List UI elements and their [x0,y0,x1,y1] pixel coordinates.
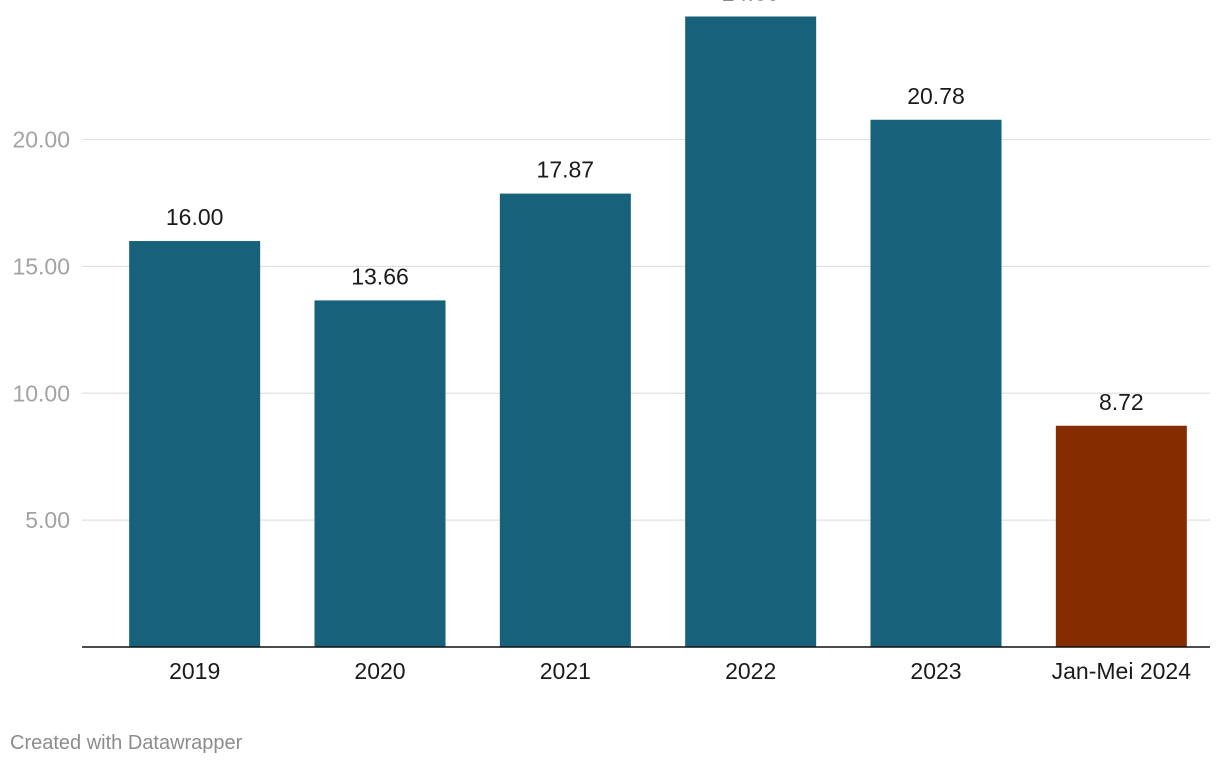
x-tick-label: 2020 [354,658,405,684]
value-label: 16.00 [166,204,224,230]
bar-2020[interactable] [314,300,446,647]
x-tick-label: 2022 [725,658,776,684]
bar-2019[interactable] [129,241,261,647]
bars [129,16,1187,648]
value-label: 24.85 [722,0,780,5]
bar-2022[interactable] [685,16,817,647]
y-tick-label: 20.00 [12,127,70,153]
y-axis-ticks: 5.00 10.00 15.00 20.00 [12,127,70,534]
bar-jan-mei-2024[interactable] [1055,425,1187,647]
datawrapper-credit[interactable]: Created with Datawrapper [10,732,243,754]
x-tick-label: 2023 [910,658,961,684]
value-labels: 16.00 13.66 17.87 24.85 20.78 8.72 [166,0,1144,415]
x-axis-ticks: 2019 2020 2021 2022 2023 Jan-Mei 2024 [169,658,1191,684]
value-label: 17.87 [537,157,595,183]
y-tick-label: 5.00 [25,507,70,533]
x-tick-label: Jan-Mei 2024 [1052,658,1192,684]
y-tick-label: 10.00 [12,380,70,406]
value-label: 8.72 [1099,389,1144,415]
x-tick-label: 2021 [540,658,591,684]
chart-area: 5.00 10.00 15.00 20.00 16.00 13.66 17.87 24.85… [12,0,1210,684]
bar-2021[interactable] [499,193,631,648]
bar-2023[interactable] [870,119,1002,648]
x-tick-label: 2019 [169,658,220,684]
value-label: 20.78 [907,83,965,109]
value-label: 13.66 [351,263,409,289]
bar-chart: 5.00 10.00 15.00 20.00 16.00 13.66 17.87 24.85… [12,0,1210,684]
gridlines [82,138,1210,521]
y-tick-label: 15.00 [12,253,70,279]
